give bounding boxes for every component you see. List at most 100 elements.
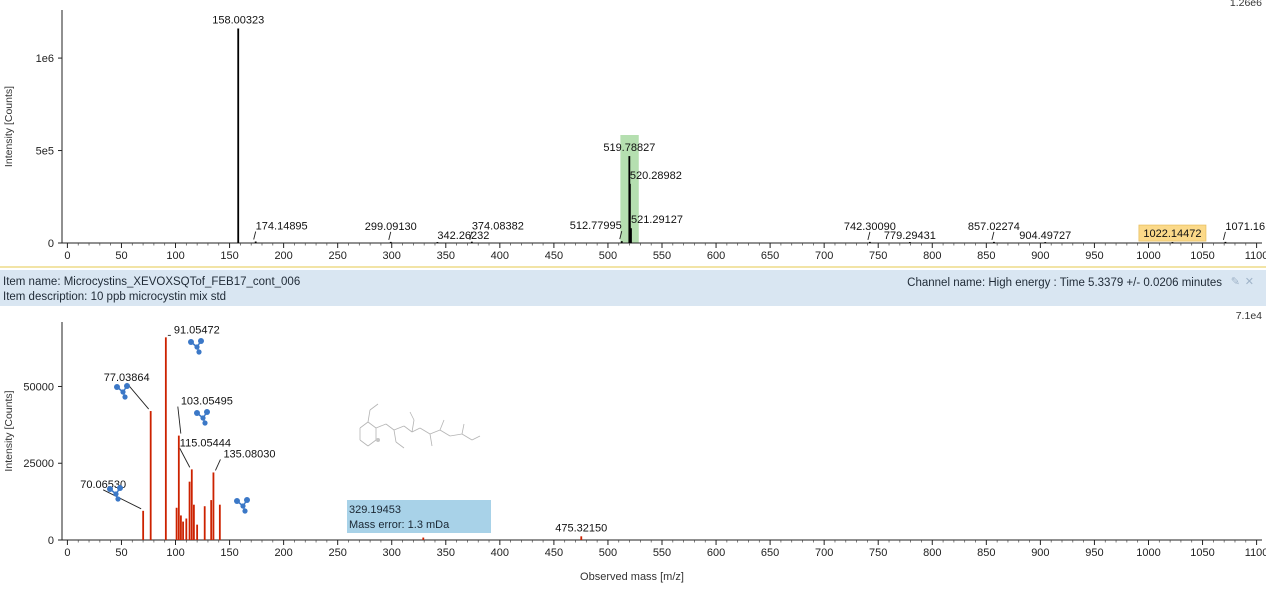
peak-label: 512.77995	[570, 220, 622, 232]
x-tick-label: 450	[545, 250, 563, 262]
x-tick-label: 250	[328, 250, 346, 262]
peak-leader-line	[867, 231, 871, 240]
y-tick-label: 50000	[23, 381, 54, 393]
spectrum-peak	[182, 521, 184, 540]
spectrum-peak	[620, 241, 623, 243]
peak-label: 299.09130	[365, 221, 417, 233]
peak-leader-line	[619, 231, 623, 240]
peak-leader-line	[1222, 231, 1226, 240]
peak-label: 174.14895	[256, 221, 308, 233]
spectrum-peak	[993, 241, 995, 243]
spectrum-peak	[630, 228, 632, 243]
tooltip-mz: 329.19453	[349, 504, 401, 516]
x-tick-label: 600	[707, 250, 725, 262]
x-tick-label: 150	[220, 250, 238, 262]
peak-label: 519.78827	[603, 142, 655, 154]
peak-label: 521.29127	[631, 214, 683, 226]
x-tick-label: 200	[274, 250, 292, 262]
x-tick-label: 300	[383, 250, 401, 262]
peak-label: 103.05495	[181, 396, 233, 408]
peak-label: 904.49727	[1019, 230, 1071, 242]
x-tick-label: 1000	[1136, 547, 1160, 559]
peak-label: 742.30090	[844, 221, 896, 233]
x-tick-label: 1050	[1190, 250, 1214, 262]
y-axis-label: Intensity [Counts]	[3, 390, 15, 471]
x-tick-label: 50	[115, 250, 127, 262]
spectrum-peak	[580, 536, 583, 540]
spectrum-peak	[389, 241, 392, 243]
x-tick-label: 200	[274, 547, 292, 559]
fragment-structure-icon	[234, 497, 250, 514]
x-tick-label: 550	[653, 250, 671, 262]
fragment-structure-icon	[107, 485, 123, 502]
item-info-bar-lower	[0, 288, 1266, 306]
peak-label: 91.05472	[174, 324, 220, 336]
spectrum-peak	[254, 241, 257, 243]
peak-leader-line	[253, 231, 257, 240]
pin-icon[interactable]: ✎	[1230, 276, 1240, 288]
x-tick-label: 800	[923, 547, 941, 559]
close-icon[interactable]: ✕	[1244, 276, 1254, 288]
x-tick-label: 350	[437, 250, 455, 262]
y-tick-label: 0	[48, 535, 54, 547]
peak-label: 475.32150	[555, 522, 607, 534]
peak-label: 342.26232	[437, 230, 489, 242]
spectrum-peak	[1171, 242, 1174, 243]
spectrum-peak	[190, 469, 193, 540]
x-tick-label: 850	[977, 547, 995, 559]
fragment-structure-icon	[114, 383, 130, 400]
peak-leader-line	[102, 489, 142, 510]
x-tick-label: 1100	[1245, 250, 1266, 262]
spectrum-peak	[203, 506, 206, 540]
peak-label: 77.03864	[104, 372, 150, 384]
peak-leader-line	[126, 382, 150, 410]
y-tick-label: 25000	[23, 458, 54, 470]
spectrum-peak	[628, 183, 631, 243]
spectrum-peak	[185, 518, 188, 540]
spectrum-peak	[142, 510, 145, 540]
x-tick-label: 250	[328, 547, 346, 559]
peak-label: 70.06530	[80, 479, 126, 491]
x-tick-label: 450	[545, 547, 563, 559]
x-tick-label: 950	[1085, 250, 1103, 262]
y-tick-label: 5e5	[36, 146, 54, 158]
x-tick-label: 900	[1031, 547, 1049, 559]
x-tick-label: 700	[815, 250, 833, 262]
spectrum-peak	[192, 504, 195, 540]
y-axis-label: Intensity [Counts]	[3, 86, 15, 167]
molecule-structure-icon	[359, 403, 481, 449]
x-tick-label: 900	[1031, 250, 1049, 262]
spectrum-peak	[210, 500, 213, 540]
spectrum-peak	[908, 242, 911, 243]
x-tick-label: 400	[491, 547, 509, 559]
spectrum-peak	[1044, 242, 1047, 243]
spectrum-peak	[149, 411, 152, 540]
spectrum-peak	[175, 507, 178, 540]
peak-leader-line	[991, 231, 995, 240]
peak-label: 520.28982	[630, 170, 682, 182]
x-tick-label: 750	[869, 250, 887, 262]
spectrum-peak	[188, 481, 191, 540]
spectrum-peak	[237, 28, 240, 243]
x-tick-label: 650	[761, 547, 779, 559]
intensity-max-label: 7.1e4	[1236, 310, 1262, 322]
x-tick-label: 550	[653, 547, 671, 559]
x-tick-label: 350	[437, 547, 455, 559]
spectrum-peak	[470, 241, 473, 243]
intensity-max-label: 1.26e6	[1230, 0, 1262, 9]
x-tick-label: 50	[115, 547, 127, 559]
peak-leader-line	[388, 231, 392, 240]
highlighted-peak-label-bg	[1138, 224, 1207, 242]
peak-leader-line	[215, 459, 221, 471]
panel-divider	[0, 266, 1266, 268]
spectrum-peak	[164, 337, 167, 540]
x-tick-label: 650	[761, 250, 779, 262]
x-tick-label: 750	[869, 547, 887, 559]
peak-label: 135.08030	[223, 448, 275, 460]
x-tick-label: 0	[64, 250, 70, 262]
spectrum-peak	[212, 472, 215, 540]
x-tick-label: 500	[599, 250, 617, 262]
x-tick-label: 1100	[1245, 547, 1266, 559]
x-tick-label: 950	[1085, 547, 1103, 559]
